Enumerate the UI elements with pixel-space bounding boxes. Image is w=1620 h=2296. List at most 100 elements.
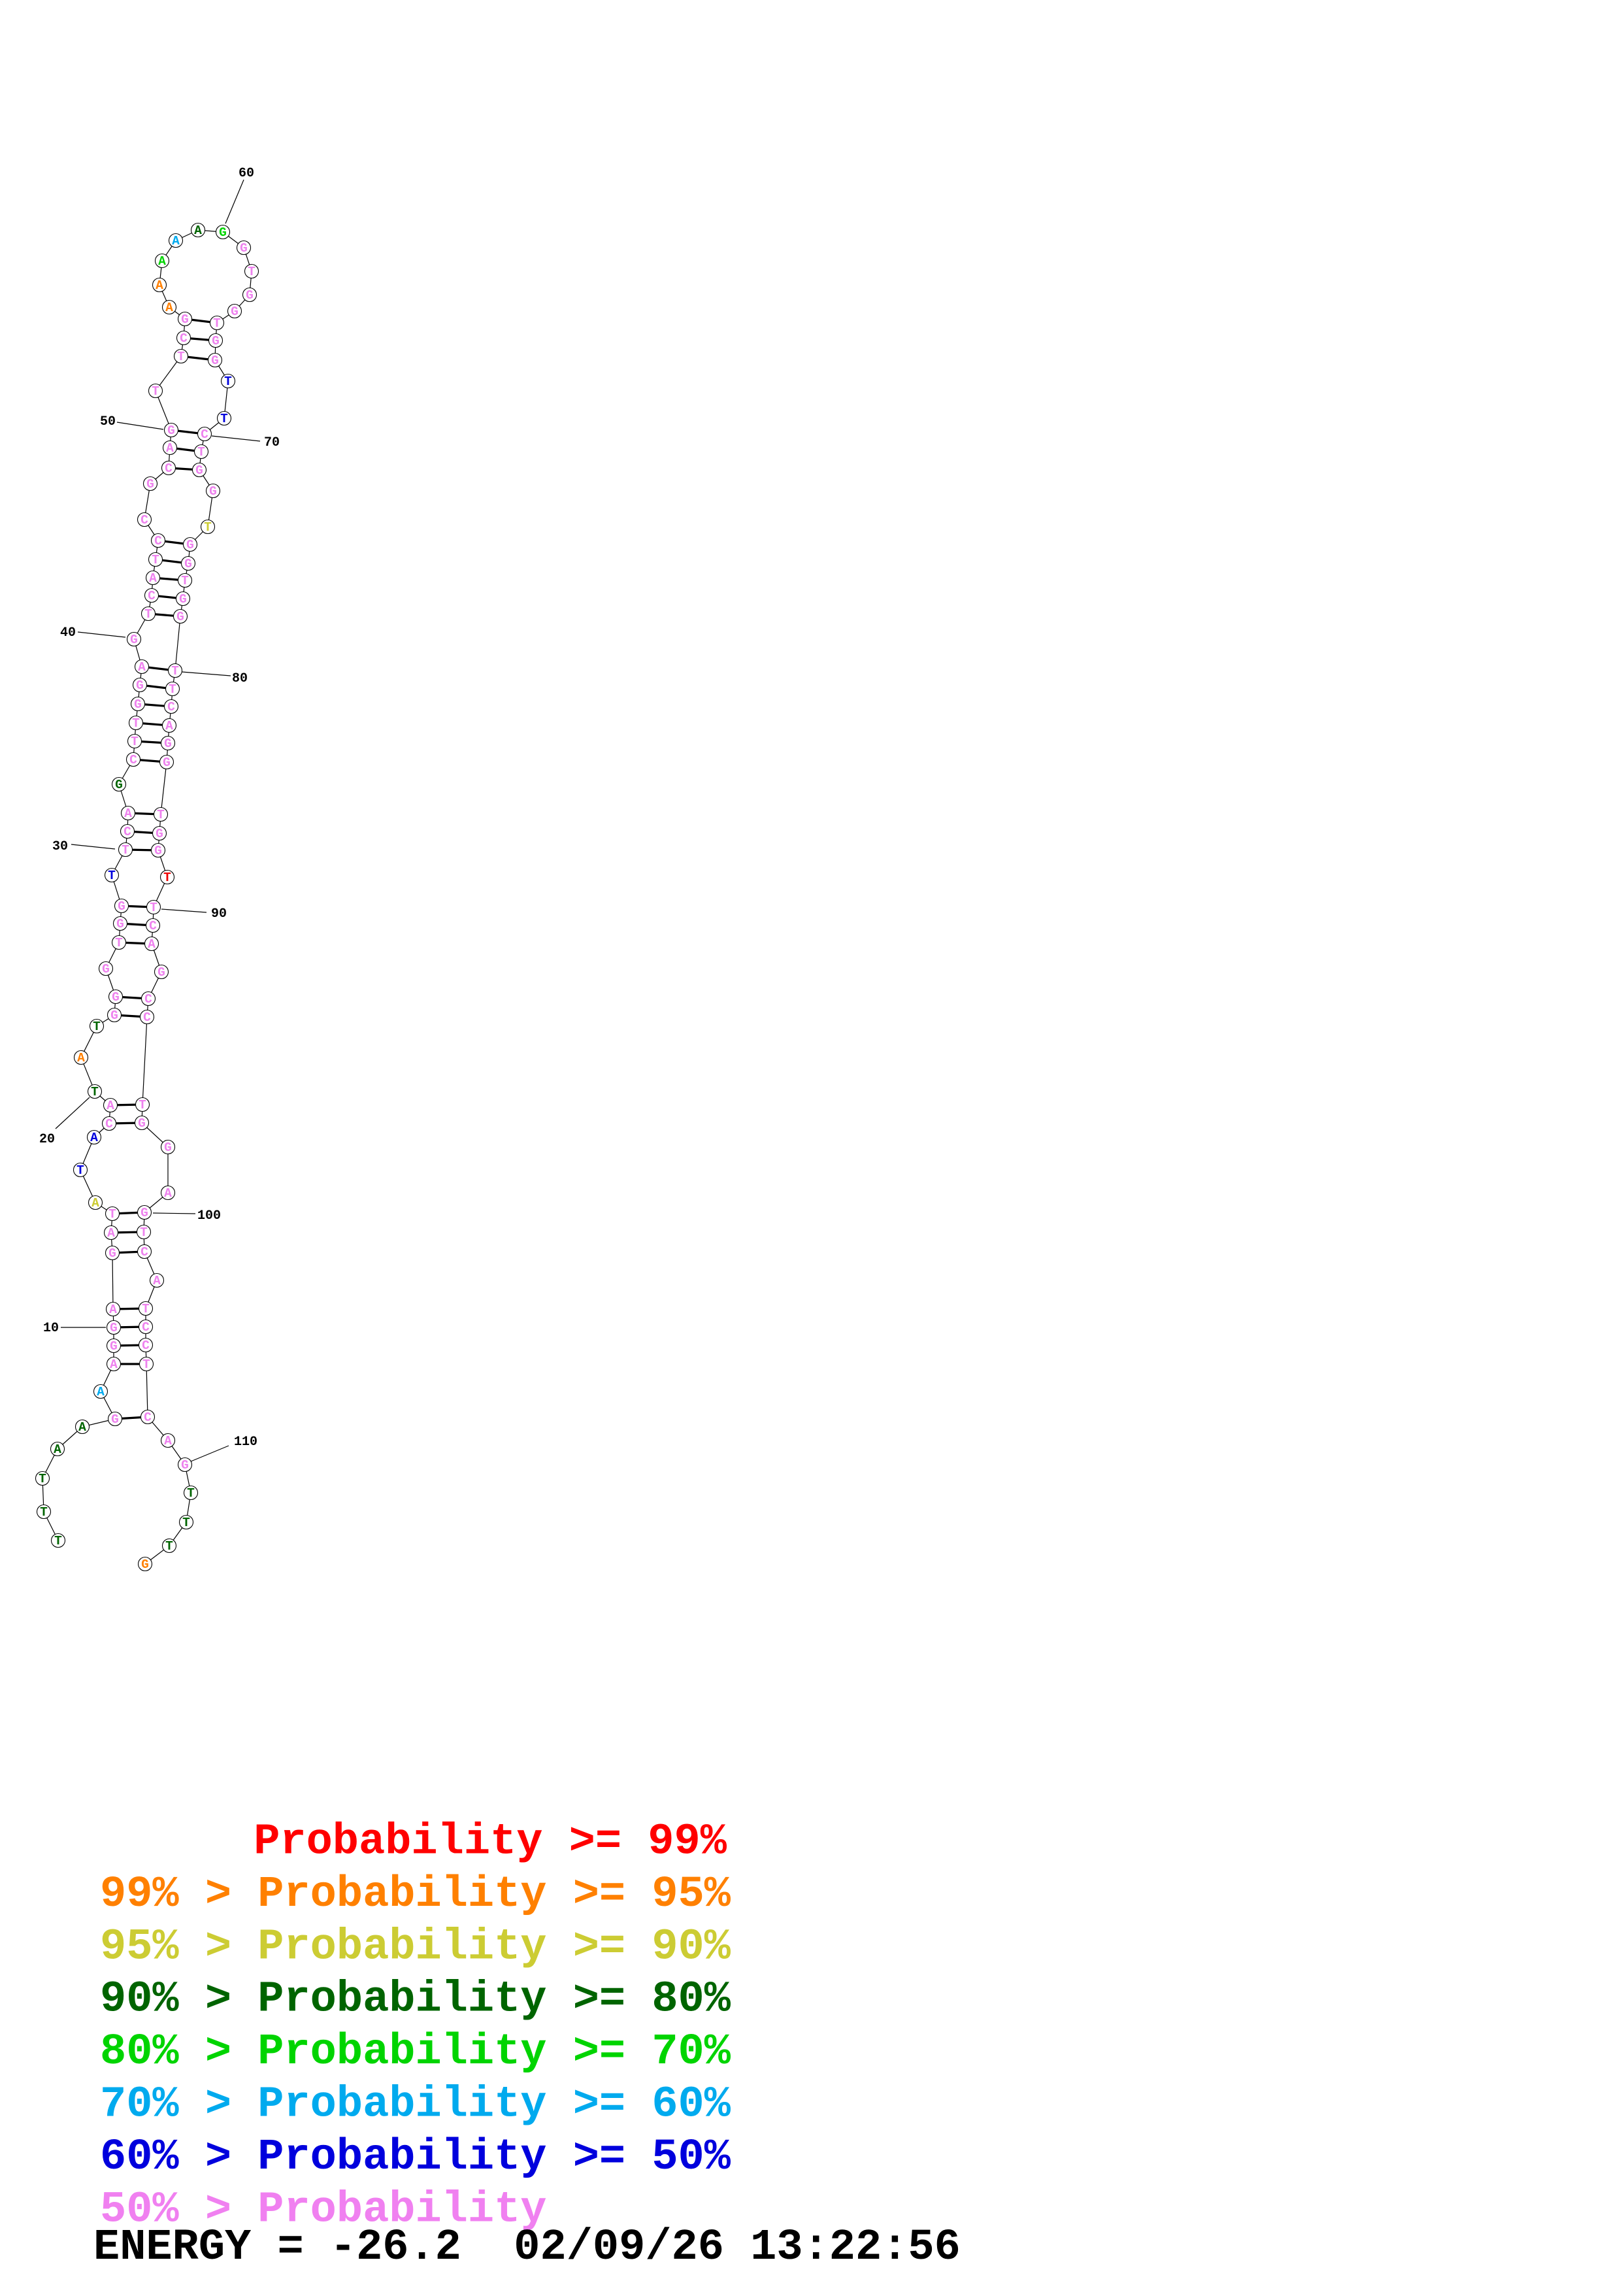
svg-text:A: A (107, 1226, 115, 1240)
svg-text:T: T (224, 374, 232, 389)
svg-text:G: G (108, 1246, 116, 1261)
svg-text:G: G (130, 633, 138, 647)
svg-text:60% > Probability >= 50%: 60% > Probability >= 50% (100, 2133, 731, 2182)
svg-text:A: A (166, 441, 174, 456)
svg-text:A: A (149, 571, 157, 586)
svg-text:T: T (177, 350, 185, 364)
svg-text:T: T (140, 1225, 148, 1240)
svg-text:T: T (39, 1472, 46, 1486)
svg-text:T: T (171, 664, 179, 678)
svg-text:99% > Probability >= 95%: 99% > Probability >= 95% (100, 1870, 731, 1920)
svg-text:A: A (194, 224, 202, 238)
svg-text:A: A (97, 1385, 105, 1399)
svg-text:T: T (169, 682, 176, 697)
svg-text:T: T (131, 735, 139, 749)
svg-text:T: T (248, 265, 256, 279)
svg-text:G: G (184, 557, 192, 571)
svg-text:T: T (213, 316, 221, 331)
svg-text:A: A (158, 254, 166, 269)
svg-text:T: T (150, 901, 157, 915)
svg-text:T: T (165, 1539, 173, 1554)
svg-text:G: G (167, 424, 175, 438)
svg-text:50: 50 (100, 414, 116, 429)
svg-text:A: A (148, 937, 156, 952)
svg-text:T: T (142, 1302, 150, 1316)
svg-text:T: T (204, 520, 212, 535)
svg-text:T: T (142, 1357, 150, 1372)
svg-text:T: T (91, 1085, 99, 1099)
svg-text:A: A (90, 1131, 98, 1145)
svg-text:A: A (164, 1186, 172, 1201)
svg-text:G: G (141, 1206, 148, 1220)
svg-text:G: G (195, 463, 203, 478)
svg-text:A: A (77, 1051, 85, 1065)
svg-text:90% > Probability >= 80%: 90% > Probability >= 80% (100, 1975, 731, 2025)
svg-text:G: G (156, 827, 163, 841)
svg-text:A: A (165, 719, 173, 733)
svg-text:G: G (164, 737, 172, 751)
svg-text:G: G (110, 1321, 118, 1335)
svg-text:A: A (124, 807, 132, 821)
svg-text:T: T (157, 808, 165, 822)
svg-text:T: T (76, 1163, 84, 1178)
svg-text:C: C (141, 513, 148, 527)
svg-text:G: G (219, 225, 227, 240)
svg-text:ENERGY = -26.2 02/09/26 13:22: ENERGY = -26.2 02/09/26 13:22:56 (93, 2223, 961, 2272)
svg-text:80: 80 (232, 671, 248, 686)
svg-text:A: A (172, 234, 180, 248)
svg-text:C: C (154, 534, 162, 548)
svg-text:A: A (165, 301, 173, 315)
svg-text:T: T (144, 607, 152, 622)
svg-text:C: C (165, 461, 173, 476)
svg-text:G: G (181, 1458, 189, 1472)
svg-text:T: T (108, 869, 116, 883)
svg-text:Probability >= 99%: Probability >= 99% (254, 1818, 727, 1867)
svg-text:G: G (179, 592, 187, 607)
svg-text:G: G (231, 305, 239, 319)
svg-text:60: 60 (239, 166, 254, 181)
svg-text:G: G (146, 477, 154, 491)
svg-text:G: G (154, 844, 162, 858)
svg-text:G: G (115, 778, 123, 792)
svg-text:A: A (156, 278, 163, 293)
svg-text:C: C (129, 753, 137, 767)
svg-text:A: A (110, 1357, 118, 1372)
svg-text:A: A (138, 660, 146, 674)
svg-text:G: G (164, 1140, 172, 1155)
svg-text:G: G (212, 334, 220, 348)
svg-text:G: G (110, 1008, 118, 1023)
svg-text:T: T (93, 1020, 101, 1034)
svg-text:G: G (157, 965, 165, 980)
svg-text:80% > Probability >= 70%: 80% > Probability >= 70% (100, 2027, 731, 2077)
svg-text:T: T (115, 936, 123, 950)
svg-text:G: G (240, 241, 248, 256)
svg-text:G: G (110, 1339, 118, 1354)
svg-text:C: C (167, 700, 175, 714)
svg-text:G: G (141, 1557, 149, 1572)
svg-text:A: A (109, 1303, 117, 1317)
svg-text:C: C (148, 589, 156, 603)
svg-text:C: C (105, 1117, 113, 1131)
svg-text:G: G (116, 917, 124, 931)
svg-text:T: T (163, 871, 171, 885)
svg-text:T: T (108, 1207, 116, 1222)
svg-text:A: A (91, 1196, 99, 1210)
svg-text:T: T (132, 716, 140, 731)
svg-text:G: G (134, 697, 142, 712)
svg-text:C: C (180, 331, 188, 346)
svg-text:G: G (211, 354, 219, 368)
svg-text:T: T (152, 553, 159, 567)
svg-text:T: T (182, 1516, 190, 1530)
svg-text:G: G (186, 538, 194, 552)
svg-text:T: T (197, 445, 205, 459)
svg-text:C: C (149, 919, 157, 933)
svg-text:G: G (246, 288, 254, 303)
svg-text:C: C (141, 1245, 148, 1259)
svg-text:100: 100 (197, 1208, 221, 1223)
svg-text:A: A (107, 1099, 114, 1113)
svg-text:C: C (124, 825, 131, 839)
svg-text:30: 30 (52, 839, 68, 854)
svg-text:A: A (164, 1434, 172, 1448)
svg-text:50% > Probability: 50% > Probability (100, 2185, 547, 2235)
svg-text:C: C (201, 427, 208, 442)
